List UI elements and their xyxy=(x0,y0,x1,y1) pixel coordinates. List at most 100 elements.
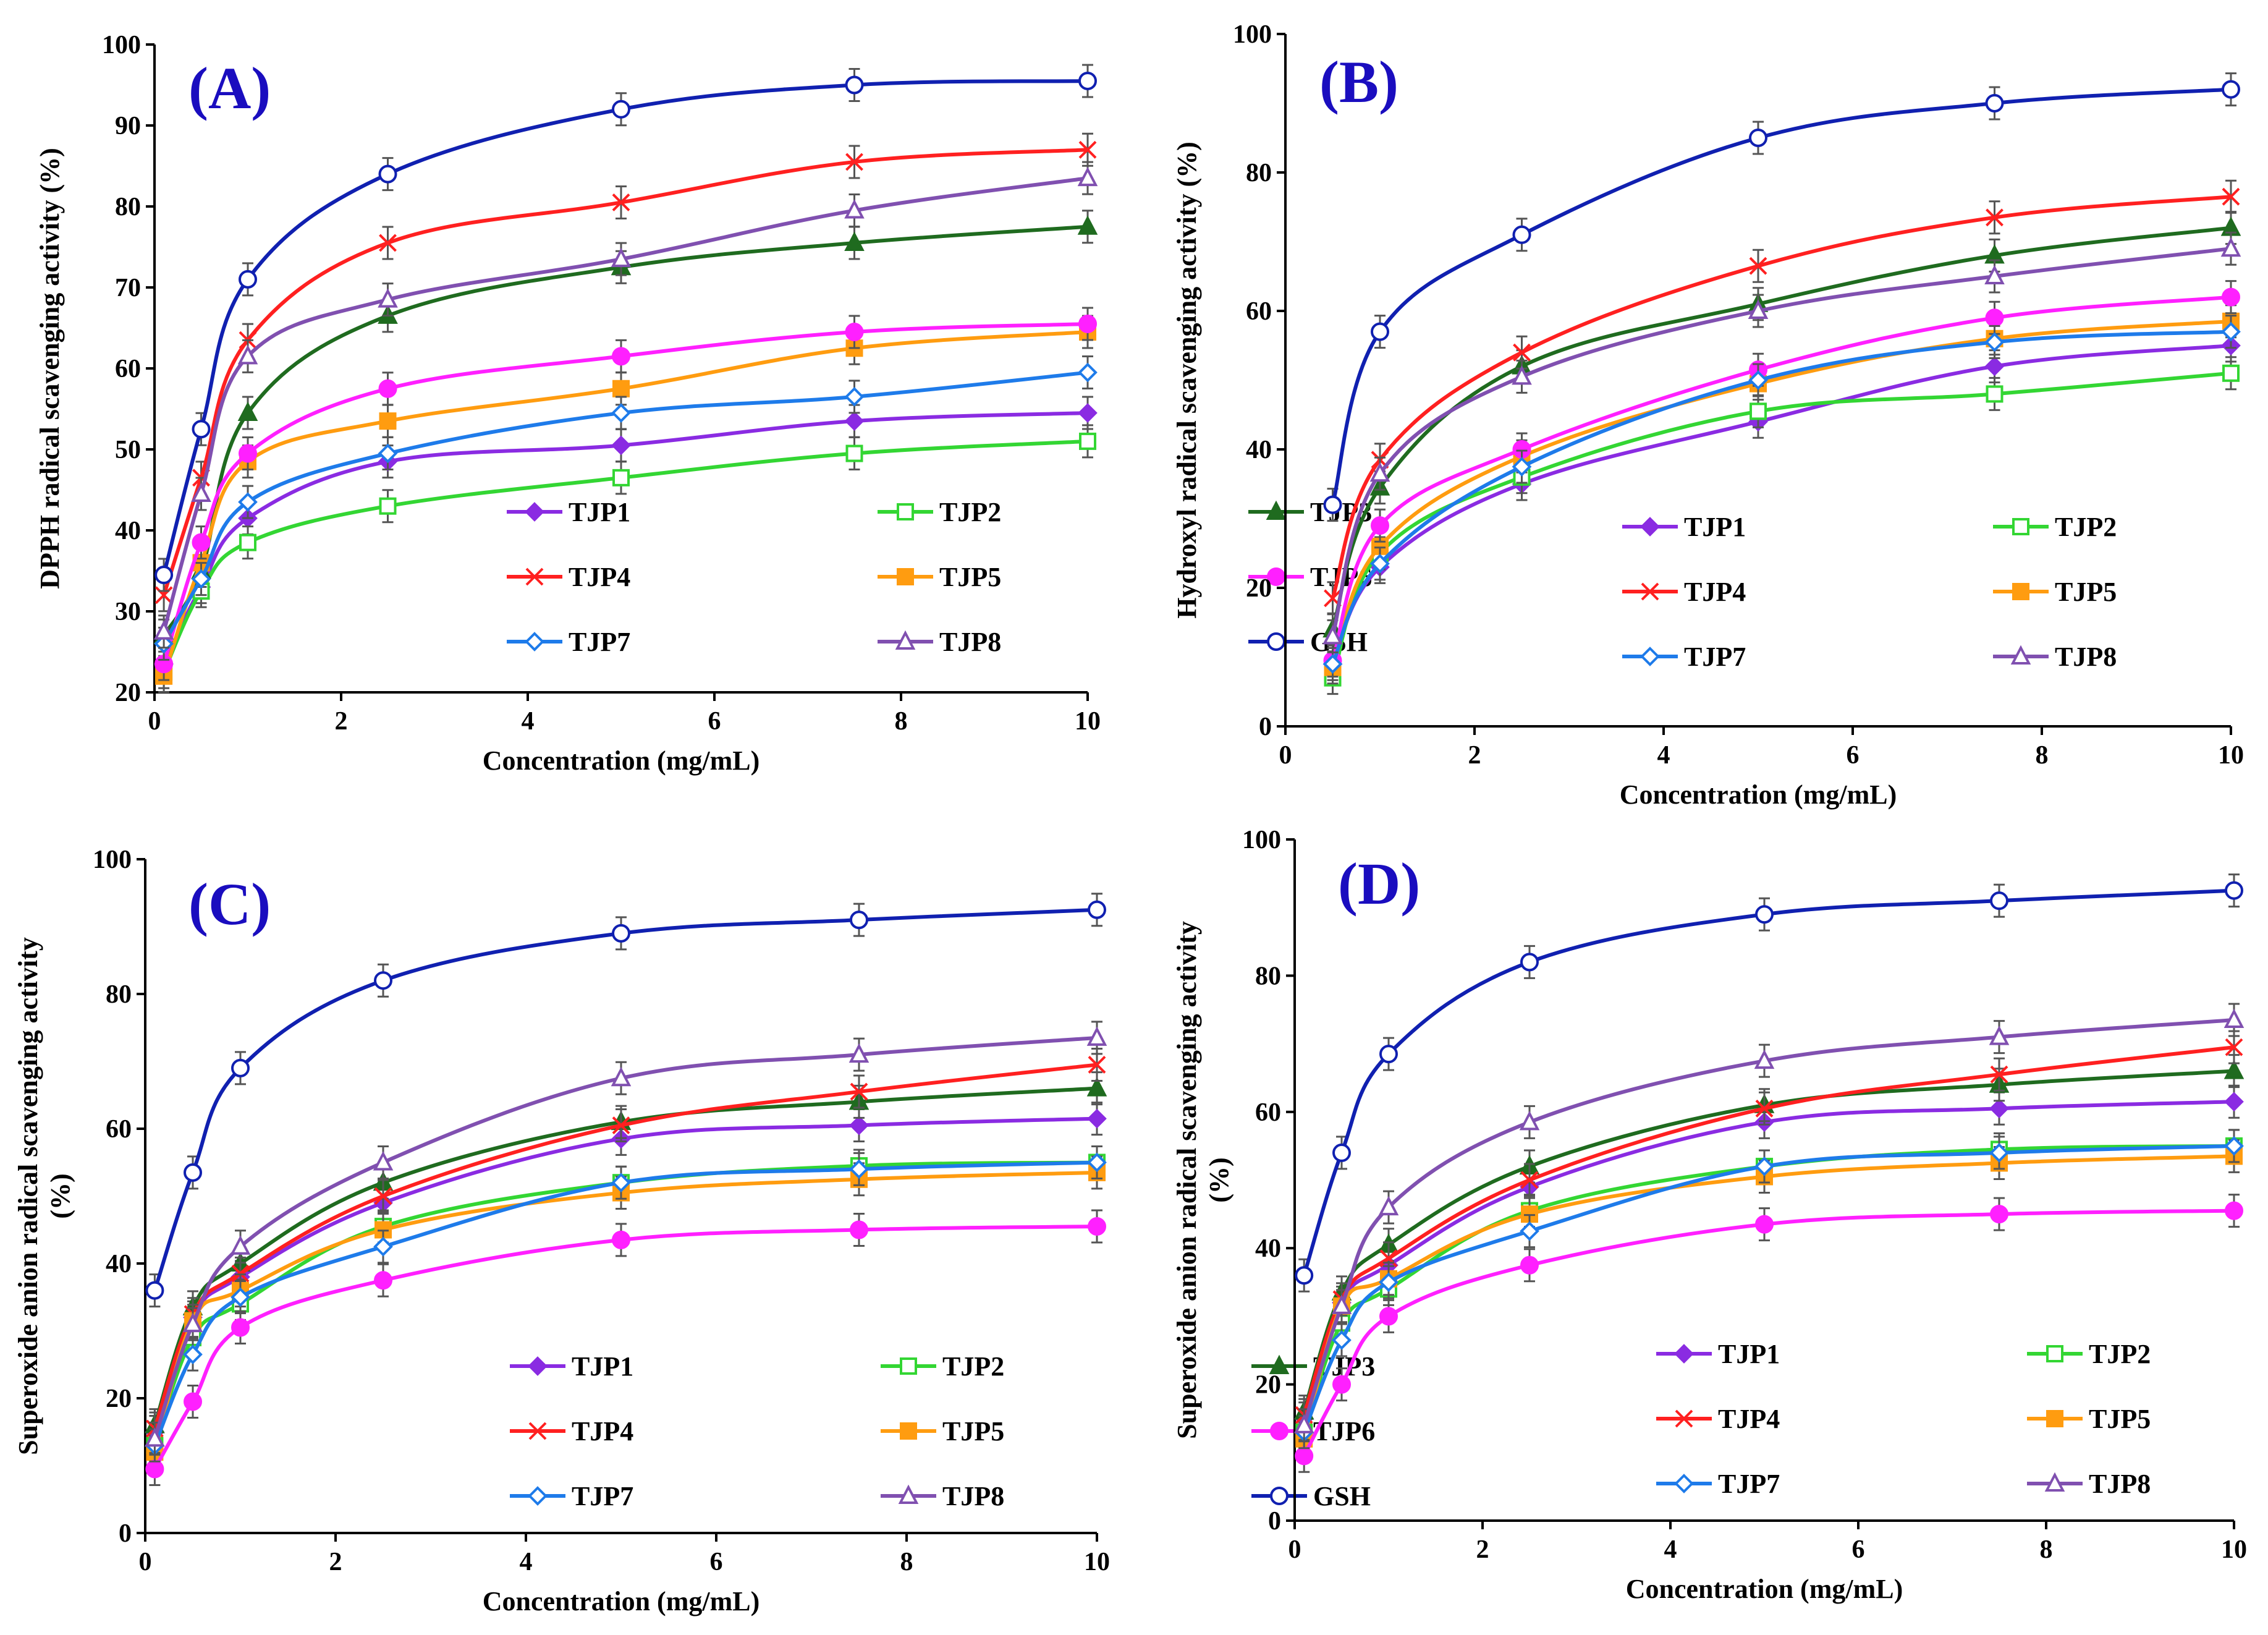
y-tick-label: 20 xyxy=(106,1385,132,1413)
series-tjp7 xyxy=(1322,315,2241,681)
series-gsh xyxy=(1295,873,2243,1293)
data-point xyxy=(1519,1110,1540,1131)
data-point xyxy=(1989,1143,2009,1163)
data-point xyxy=(845,323,864,342)
data-point xyxy=(849,1115,869,1136)
data-point xyxy=(379,497,397,515)
data-point xyxy=(1985,94,2004,113)
x-tick-label: 0 xyxy=(1288,1535,1301,1564)
legend-item-tjp2: TJP2 xyxy=(1993,512,2117,542)
series-line xyxy=(153,1225,1099,1471)
legend-item-tjp2: TJP2 xyxy=(881,1351,1004,1382)
data-point xyxy=(2225,1038,2243,1056)
data-point xyxy=(1371,516,1389,535)
legend-item-tjp5: TJP5 xyxy=(1993,577,2117,607)
data-point xyxy=(611,1173,631,1193)
legend-marker xyxy=(1270,1487,1288,1505)
data-point xyxy=(1078,362,1098,383)
data-point xyxy=(237,401,258,422)
series-tjp6 xyxy=(1323,280,2240,678)
series-tjp8 xyxy=(153,161,1098,649)
data-point xyxy=(2220,237,2241,257)
data-point xyxy=(1989,1026,2010,1045)
chart-panel-4: 0 20 40 60 80 100 0 2 4 6 8 10 Concentration (mg/mL)… xyxy=(1172,826,2247,1604)
data-point xyxy=(2225,1201,2243,1220)
y-tick-label: 60 xyxy=(1246,297,1272,326)
data-point xyxy=(850,1220,868,1239)
legend-label: TJP7 xyxy=(1684,642,1746,672)
data-point xyxy=(848,1043,870,1063)
data-point xyxy=(844,199,865,219)
y-tick-label: 0 xyxy=(1268,1507,1281,1535)
x-tick-label: 10 xyxy=(2221,1535,2247,1564)
x-axis-title: Concentration (mg/mL) xyxy=(483,1586,760,1616)
legend-marker xyxy=(1270,1422,1288,1440)
data-point xyxy=(379,234,397,252)
legend-label: TJP5 xyxy=(939,562,1001,592)
data-point xyxy=(1086,1077,1107,1097)
x-tick-label: 10 xyxy=(2218,741,2244,770)
data-point xyxy=(612,193,630,211)
legend-item-tjp8: TJP8 xyxy=(878,627,1001,657)
series-tjp4 xyxy=(1324,179,2240,616)
series-tjp8 xyxy=(1293,1003,2245,1443)
data-point xyxy=(1754,1157,1774,1176)
data-point xyxy=(1371,322,1389,341)
legend-marker xyxy=(528,1356,548,1376)
panel-label: (B) xyxy=(1319,49,1398,115)
legend-marker xyxy=(897,568,914,585)
data-point xyxy=(1749,129,1767,147)
x-tick-label: 4 xyxy=(1664,1535,1677,1564)
data-point xyxy=(145,1459,164,1479)
series-tjp3 xyxy=(1293,1054,2245,1429)
data-point xyxy=(1520,1171,1539,1189)
data-point xyxy=(1087,1108,1107,1129)
data-point xyxy=(844,411,865,431)
data-point xyxy=(145,1281,164,1300)
y-tick-label: 60 xyxy=(115,355,141,383)
data-point xyxy=(612,380,630,397)
data-point xyxy=(612,347,630,366)
data-point xyxy=(239,444,257,463)
data-point xyxy=(1984,332,2005,352)
data-point xyxy=(374,971,392,990)
data-point xyxy=(1755,1099,1774,1118)
data-point xyxy=(612,1116,630,1134)
series-tjp1 xyxy=(1322,328,2241,681)
data-point xyxy=(237,345,258,365)
data-point xyxy=(1079,432,1096,450)
legend-marker xyxy=(525,567,544,586)
legend-label: TJP1 xyxy=(1684,512,1746,542)
panel-label: (C) xyxy=(188,871,271,937)
legend-item-tjp5: TJP5 xyxy=(881,1416,1004,1446)
data-point xyxy=(379,412,397,430)
legend-marker xyxy=(1640,517,1660,537)
data-point xyxy=(1754,1049,1775,1069)
x-tick-label: 0 xyxy=(139,1548,152,1576)
data-point xyxy=(1322,625,1343,645)
data-point xyxy=(1986,208,2004,227)
data-point xyxy=(1332,1375,1351,1394)
legend-item-tjp6: TJP6 xyxy=(1251,1416,1375,1446)
data-point xyxy=(1078,71,1097,90)
legend-label: TJP2 xyxy=(942,1351,1004,1382)
legend-label: TJP1 xyxy=(1718,1339,1780,1369)
data-point xyxy=(1331,1294,1352,1314)
data-point xyxy=(183,1344,203,1364)
legend-item-tjp7: TJP7 xyxy=(507,627,630,657)
data-point xyxy=(373,1236,393,1257)
legend-marker xyxy=(900,1422,917,1440)
legend-item-tjp4: TJP4 xyxy=(510,1416,633,1446)
y-tick-label: 0 xyxy=(119,1519,132,1548)
series-line xyxy=(1302,888,2236,1278)
series-line xyxy=(162,411,1090,666)
x-tick-label: 2 xyxy=(335,707,348,736)
data-point xyxy=(1990,1205,2008,1224)
data-point xyxy=(611,403,631,423)
data-point xyxy=(2224,1008,2245,1029)
legend-marker xyxy=(2046,1410,2063,1427)
legend-marker xyxy=(2010,645,2031,665)
data-point xyxy=(1990,1065,2008,1084)
data-point xyxy=(1989,1098,2009,1119)
x-tick-label: 8 xyxy=(2036,741,2049,770)
